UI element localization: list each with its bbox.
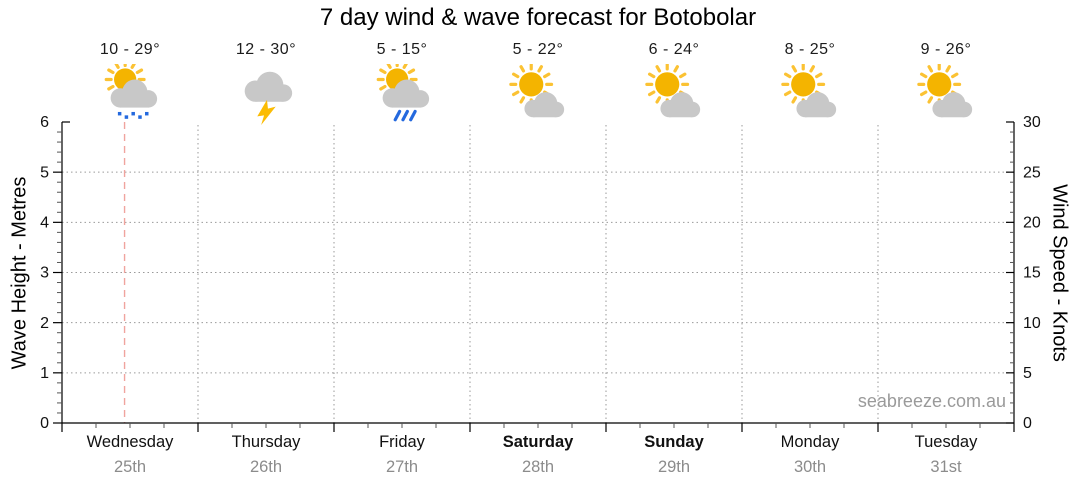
day-name: Wednesday (86, 433, 174, 451)
chart-title: 7 day wind & wave forecast for Botobolar (319, 4, 757, 31)
temp-range-label: 8 - 25° (784, 41, 836, 58)
day-column-wednesday: 10 - 29° (62, 40, 198, 126)
svg-text:0: 0 (1023, 415, 1032, 432)
svg-text:3: 3 (40, 265, 49, 282)
day-column-friday: 5 - 15° (334, 40, 470, 126)
sun-cloud-icon (509, 64, 565, 118)
day-column-monday: 8 - 25° (742, 40, 878, 126)
temp-range-label: 5 - 15° (376, 41, 428, 58)
day-date: 28th (521, 458, 555, 476)
svg-text:30: 30 (1023, 114, 1041, 131)
temp-range-label: 9 - 26° (920, 41, 972, 58)
watermark: seabreeze.com.au (857, 391, 1006, 411)
day-date: 29th (657, 458, 691, 476)
day-date: 26th (249, 458, 283, 476)
day-name: Monday (780, 433, 840, 451)
wave-axis-title: Wave Height - Metres (8, 176, 31, 370)
day-date: 25th (113, 458, 147, 476)
day-column-thursday: 12 - 30° (198, 40, 334, 126)
day-date: 31st (930, 458, 962, 476)
sun-cloud-icon (645, 64, 701, 118)
day-name: Saturday (502, 433, 574, 451)
svg-text:10: 10 (1023, 315, 1041, 332)
svg-text:4: 4 (40, 215, 49, 232)
day-date: 30th (793, 458, 827, 476)
x-axis-label-thursday: Thursday 26th (198, 432, 334, 477)
sun-cloud-drizzle-icon (104, 64, 158, 119)
x-axis-label-saturday: Saturday 28th (470, 432, 606, 477)
day-name: Tuesday (914, 433, 978, 451)
day-column-sunday: 6 - 24° (606, 40, 742, 126)
x-axis-label-tuesday: Tuesday 31st (878, 432, 1014, 477)
day-name: Sunday (644, 433, 704, 451)
svg-text:0: 0 (40, 415, 49, 432)
svg-text:25: 25 (1023, 164, 1041, 181)
svg-text:6: 6 (40, 114, 49, 131)
svg-text:5: 5 (40, 164, 49, 181)
day-column-saturday: 5 - 22° (470, 40, 606, 126)
svg-text:15: 15 (1023, 265, 1041, 282)
temp-range-label: 5 - 22° (512, 41, 564, 58)
x-axis-label-sunday: Sunday 29th (606, 432, 742, 477)
x-axis-label-monday: Monday 30th (742, 432, 878, 477)
day-name: Friday (379, 433, 425, 451)
sun-cloud-icon (917, 64, 973, 118)
svg-text:2: 2 (40, 315, 49, 332)
sun-cloud-icon (781, 64, 837, 118)
x-axis-label-wednesday: Wednesday 25th (62, 432, 198, 477)
temp-range-label: 6 - 24° (648, 41, 700, 58)
day-column-tuesday: 9 - 26° (878, 40, 1014, 126)
svg-text:20: 20 (1023, 215, 1041, 232)
sun-cloud-rain-icon (376, 64, 430, 122)
cloud-lightning-icon (244, 71, 293, 126)
svg-text:5: 5 (1023, 365, 1032, 382)
wind-axis-title: Wind Speed - Knots (1048, 184, 1071, 362)
x-axis-label-friday: Friday 27th (334, 432, 470, 477)
day-name: Thursday (231, 433, 301, 451)
temp-range-label: 12 - 30° (235, 41, 297, 58)
day-date: 27th (385, 458, 419, 476)
temp-range-label: 10 - 29° (99, 41, 161, 58)
svg-text:1: 1 (40, 365, 49, 382)
